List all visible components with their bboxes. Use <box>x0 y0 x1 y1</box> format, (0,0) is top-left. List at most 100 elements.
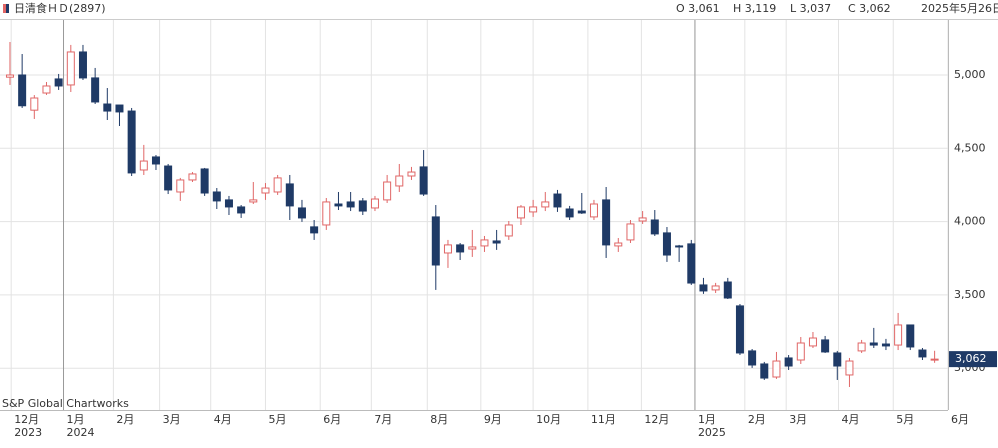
candle-body <box>918 349 927 358</box>
x-tick-label: 5月 <box>268 413 286 426</box>
legend-icon <box>6 4 9 13</box>
candle-body <box>322 201 331 226</box>
x-tick-label: 12月 <box>14 413 39 426</box>
candle-body <box>784 357 793 367</box>
candle-body <box>334 203 343 207</box>
candle-body <box>529 206 538 213</box>
candle-body <box>857 342 866 352</box>
candle-body <box>662 232 671 256</box>
candle-body <box>30 97 39 111</box>
candle-body <box>395 175 404 187</box>
candle-body <box>139 160 148 171</box>
candle-body <box>480 239 489 247</box>
x-tick-label: 1月 <box>67 413 85 426</box>
x-tick-label: 4月 <box>214 413 232 426</box>
x-tick-label: 11月 <box>591 413 616 426</box>
candle-body <box>687 243 696 284</box>
x-tick-label: 6月 <box>951 413 969 426</box>
candle-body <box>224 199 233 208</box>
candle-body <box>115 104 124 113</box>
y-tick-label: 4,500 <box>954 141 986 154</box>
ohlc-low: L 3,037 <box>790 2 831 15</box>
candle-body <box>370 198 379 209</box>
y-tick-label: 4,000 <box>954 215 986 228</box>
candle-body <box>565 208 574 218</box>
candle-body <box>869 342 878 346</box>
candle-body <box>699 284 708 292</box>
candle-body <box>553 193 562 208</box>
candle-body <box>66 51 75 86</box>
ohlc-open: O 3,061 <box>676 2 720 15</box>
candle-body <box>881 343 890 347</box>
candle-body <box>383 181 392 201</box>
candle-body <box>906 324 915 348</box>
candle-body <box>821 339 830 353</box>
candle-body <box>675 245 684 248</box>
candle-body <box>614 242 623 247</box>
candle-body <box>443 244 452 254</box>
candle-body <box>516 206 525 219</box>
candle-body <box>164 165 173 191</box>
year-label: 2025 <box>698 426 726 439</box>
y-tick-label: 3,500 <box>954 288 986 301</box>
candle-body <box>711 285 720 291</box>
candle-body <box>151 156 160 165</box>
candle-body <box>78 51 87 79</box>
candle-body <box>638 217 647 222</box>
candle-body <box>456 244 465 253</box>
source: S&P Global Chartworks <box>2 397 129 410</box>
candle-body <box>212 191 221 202</box>
x-tick-label: 4月 <box>842 413 860 426</box>
last-price-box <box>949 351 997 368</box>
ohlc-close: C 3,062 <box>848 2 891 15</box>
candle-body <box>650 219 659 235</box>
candle-body <box>54 78 63 87</box>
candle-body <box>5 74 14 78</box>
candle-body <box>346 201 355 208</box>
x-tick-label: 12月 <box>644 413 669 426</box>
x-tick-label: 6月 <box>323 413 341 426</box>
x-tick-label: 10月 <box>536 413 561 426</box>
y-tick-label: 5,000 <box>954 68 986 81</box>
candle-body <box>833 352 842 367</box>
candle-body <box>760 363 769 379</box>
candle-body <box>589 203 598 218</box>
candle-body <box>91 77 100 103</box>
candle-body <box>541 201 550 208</box>
candle-body <box>431 216 440 266</box>
ohlc-high: H 3,119 <box>733 2 776 15</box>
x-tick-label: 2月 <box>748 413 766 426</box>
year-label: 2024 <box>67 426 95 439</box>
candle-body <box>285 183 294 207</box>
candle-body <box>358 200 367 212</box>
candle-body <box>419 166 428 195</box>
candle-body <box>237 206 246 214</box>
candle-body <box>894 324 903 346</box>
candle-body <box>796 342 805 361</box>
x-tick-label: 7月 <box>374 413 392 426</box>
candle-body <box>808 337 817 347</box>
x-tick-label: 2月 <box>116 413 134 426</box>
candle-body <box>310 226 319 234</box>
candle-body <box>626 223 635 241</box>
x-tick-label: 5月 <box>896 413 914 426</box>
candle-body <box>188 173 197 181</box>
candle-body <box>42 85 51 94</box>
candle-body <box>930 358 939 361</box>
chart-title: 日清食ＨＤ(2897) <box>14 1 106 15</box>
candle-body <box>602 199 611 246</box>
last-price-label: 3,062 <box>955 352 987 365</box>
candle-body <box>772 360 781 378</box>
candle-body <box>468 246 477 250</box>
year-label: 2023 <box>14 426 42 439</box>
candle-body <box>407 171 416 177</box>
x-tick-label: 9月 <box>484 413 502 426</box>
candle-body <box>200 168 209 194</box>
legend-icon <box>3 4 6 13</box>
candle-body <box>249 199 258 203</box>
date: 2025年5月26日 <box>921 1 998 15</box>
candle-body <box>176 179 185 193</box>
candle-body <box>273 177 282 193</box>
candle-body <box>845 360 854 376</box>
